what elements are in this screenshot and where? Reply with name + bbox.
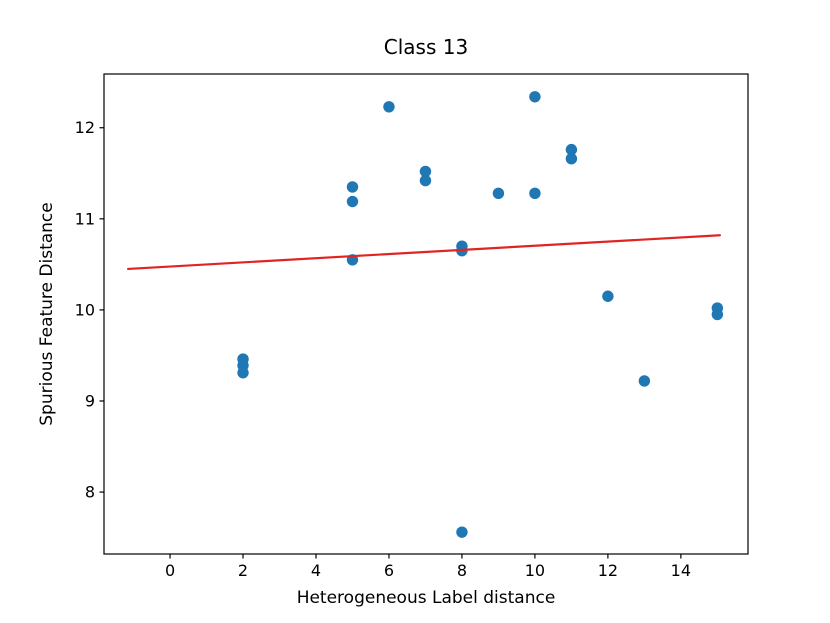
- scatter-point: [492, 187, 505, 200]
- y-tick-label: 8: [85, 483, 95, 502]
- scatter-point: [456, 526, 468, 538]
- scatter-point: [565, 153, 578, 165]
- scatter-point: [383, 101, 395, 113]
- scatter-point: [529, 187, 541, 200]
- x-tick-label: 8: [457, 561, 467, 580]
- scatter-point: [237, 367, 249, 379]
- x-tick-label: 2: [238, 561, 248, 580]
- x-tick-label: 14: [671, 561, 691, 580]
- x-tick-label: 6: [384, 561, 394, 580]
- scatter-point: [638, 375, 651, 387]
- x-tick-label: 4: [311, 561, 321, 580]
- x-tick-label: 10: [525, 561, 545, 580]
- plot-border: [103, 73, 749, 555]
- y-axis-label: Spurious Feature Distance: [37, 202, 57, 426]
- x-tick-label: 0: [165, 561, 175, 580]
- y-tick-label: 11: [75, 209, 95, 228]
- scatter-point: [419, 174, 432, 187]
- y-tick-label: 10: [75, 300, 95, 319]
- x-axis-label: Heterogeneous Label distance: [296, 588, 556, 608]
- scatter-point: [346, 181, 359, 193]
- scatter-point: [529, 91, 541, 103]
- chart-title: Class 13: [383, 35, 469, 59]
- x-tick-label: 12: [598, 561, 618, 580]
- scatter-point: [602, 290, 614, 302]
- y-tick-label: 9: [85, 391, 95, 410]
- scatter-point: [711, 308, 724, 321]
- scatter-point: [565, 143, 578, 156]
- y-tick-label: 12: [75, 118, 95, 137]
- scatter-point: [419, 165, 432, 178]
- trend-line: [126, 234, 722, 271]
- scatter-point: [346, 195, 359, 208]
